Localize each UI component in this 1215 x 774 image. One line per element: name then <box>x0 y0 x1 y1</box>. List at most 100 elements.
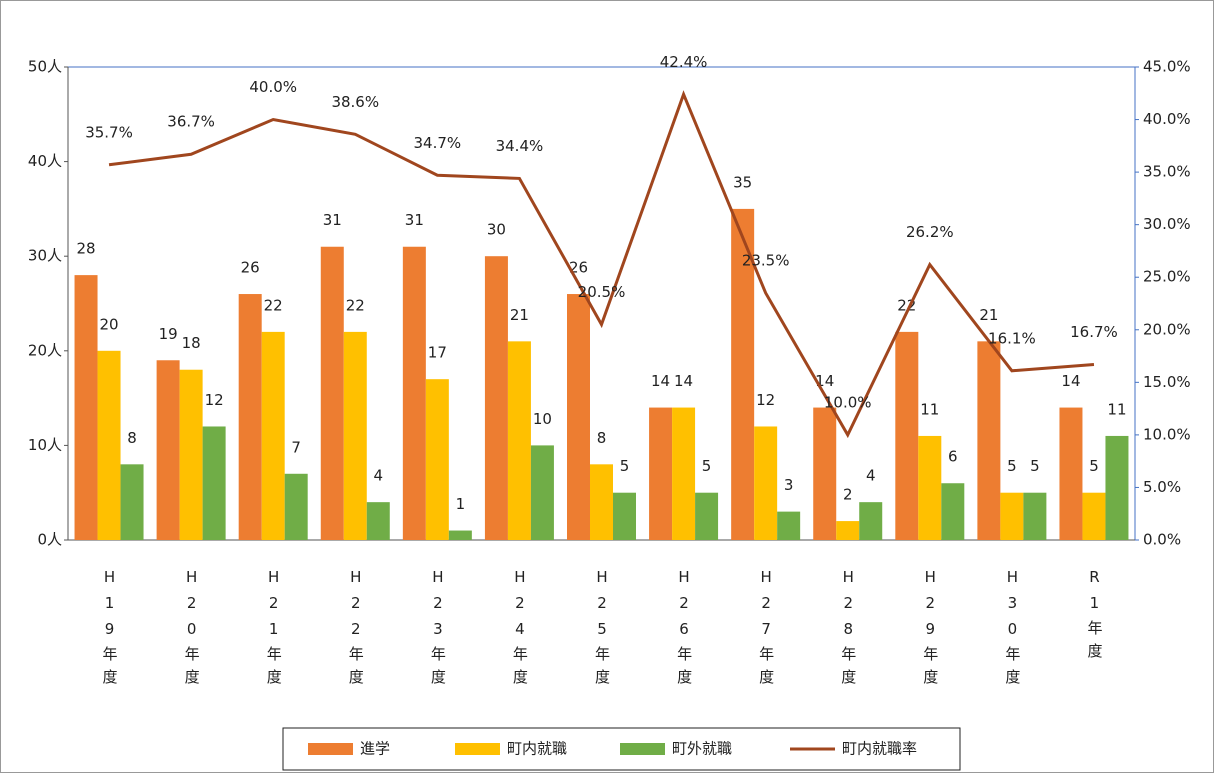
bar-value-label: 4 <box>373 467 383 485</box>
bar-value-label: 35 <box>733 173 752 191</box>
x-tick-label: H27年度 <box>757 568 775 692</box>
bar-value-label: 1 <box>456 495 466 513</box>
bar <box>366 502 390 540</box>
y2-tick-label: 45.0% <box>1143 58 1191 76</box>
bar-value-label: 30 <box>487 221 506 239</box>
bar <box>261 331 285 540</box>
bar <box>731 208 755 540</box>
bar <box>695 492 719 540</box>
y2-tick-label: 25.0% <box>1143 268 1191 286</box>
bar <box>507 341 531 540</box>
bar-value-label: 22 <box>264 296 283 314</box>
bar-value-label: 8 <box>597 429 607 447</box>
x-tick-label: H25年度 <box>593 568 611 692</box>
y2-tick-label: 30.0% <box>1143 215 1191 233</box>
legend-label: 進学 <box>360 740 390 758</box>
bar-value-label: 28 <box>76 240 95 258</box>
x-tick-label: R1年度 <box>1085 568 1103 666</box>
bar <box>1059 407 1083 540</box>
line-value-label: 34.7% <box>414 134 462 152</box>
bar-value-label: 5 <box>702 457 712 475</box>
bar <box>530 445 554 540</box>
bar-value-label: 10 <box>533 410 552 428</box>
bar <box>202 426 226 540</box>
bar-value-label: 5 <box>1089 457 1099 475</box>
bar <box>672 407 696 540</box>
bar-value-label: 17 <box>428 344 447 362</box>
line-value-label: 16.7% <box>1070 323 1118 341</box>
bar <box>97 350 121 540</box>
bar <box>1082 492 1106 540</box>
y-tick-label: 20人 <box>28 341 62 359</box>
bar-value-label: 4 <box>866 467 876 485</box>
line-value-label: 42.4% <box>660 53 708 71</box>
x-tick-label: H24年度 <box>511 568 529 692</box>
bar <box>1000 492 1024 540</box>
line-value-label: 36.7% <box>167 113 215 131</box>
line-value-label: 26.2% <box>906 223 954 241</box>
bar <box>754 426 778 540</box>
bar <box>402 246 426 541</box>
bar <box>284 473 308 540</box>
x-tick-label: H26年度 <box>675 568 693 692</box>
bar-value-label: 7 <box>291 438 301 456</box>
bar <box>120 464 144 540</box>
bar <box>320 246 344 541</box>
bar <box>918 435 942 540</box>
line-value-label: 23.5% <box>742 251 790 269</box>
bar-value-label: 5 <box>620 457 630 475</box>
bar-value-label: 20 <box>99 315 118 333</box>
bar-value-label: 21 <box>510 306 529 324</box>
bar <box>777 511 801 540</box>
bar-value-label: 11 <box>920 400 939 418</box>
y-tick-label: 0人 <box>37 531 62 549</box>
legend-label: 町内就職 <box>507 740 567 758</box>
legend-swatch <box>308 743 353 755</box>
x-tick-label: H23年度 <box>429 568 447 692</box>
line-value-label: 10.0% <box>824 393 872 411</box>
y-tick-label: 50人 <box>28 58 62 76</box>
bar <box>179 369 203 540</box>
bar-value-label: 2 <box>843 486 853 504</box>
bar <box>895 331 919 540</box>
bar <box>484 256 508 540</box>
bar <box>649 407 673 540</box>
legend-swatch <box>455 743 500 755</box>
legend-swatch <box>620 743 665 755</box>
bar-value-label: 3 <box>784 476 794 494</box>
bar <box>156 360 180 540</box>
bar-value-label: 12 <box>756 391 775 409</box>
bar-value-label: 22 <box>346 296 365 314</box>
y2-tick-label: 15.0% <box>1143 373 1191 391</box>
bar-value-label: 18 <box>182 334 201 352</box>
bar-value-label: 14 <box>674 372 693 390</box>
bar <box>1023 492 1047 540</box>
x-tick-label: H28年度 <box>839 568 857 692</box>
bar-value-label: 14 <box>1061 372 1080 390</box>
bar <box>613 492 636 540</box>
line-value-label: 40.0% <box>249 78 297 96</box>
y2-tick-label: 0.0% <box>1143 531 1181 549</box>
line <box>108 90 1095 439</box>
bar-value-label: 12 <box>205 391 224 409</box>
bar-value-label: 6 <box>948 448 958 466</box>
bar-value-label: 21 <box>979 306 998 324</box>
bar <box>343 331 367 540</box>
bar <box>836 521 860 540</box>
bar <box>941 483 965 540</box>
x-tick-label: H30年度 <box>1003 568 1021 692</box>
legend-label: 町内就職率 <box>842 740 917 758</box>
bar-value-label: 8 <box>127 429 137 447</box>
y2-tick-label: 5.0% <box>1143 478 1181 496</box>
bar <box>238 294 262 540</box>
bar <box>977 341 1001 540</box>
bar-value-label: 31 <box>405 211 424 229</box>
line-value-label: 16.1% <box>988 329 1036 347</box>
bar-value-label: 5 <box>1007 457 1017 475</box>
bar <box>859 502 883 540</box>
bar-value-label: 19 <box>159 325 178 343</box>
x-tick-label: H19年度 <box>101 568 119 692</box>
line-value-label: 34.4% <box>496 137 544 155</box>
bar <box>567 294 590 540</box>
bar <box>74 275 98 540</box>
